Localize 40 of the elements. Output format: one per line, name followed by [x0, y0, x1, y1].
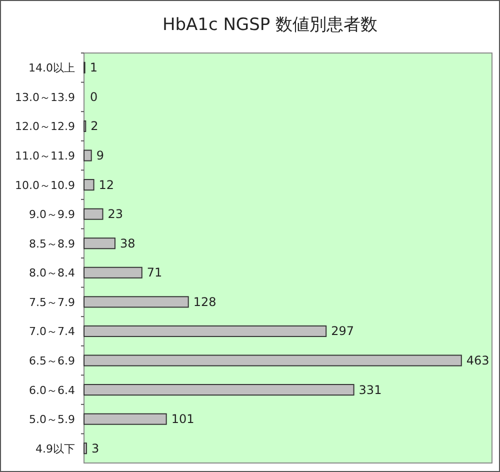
data-label: 297: [331, 324, 354, 338]
data-label: 128: [193, 294, 216, 309]
data-label: 9: [96, 148, 104, 162]
chart-title: HbA1c NGSP 数値別患者数: [162, 15, 378, 35]
y-tick-label: 11.0～11.9: [15, 150, 75, 162]
y-tick-label: 7.5～7.9: [29, 296, 75, 309]
bar: [84, 150, 92, 162]
y-tick-label: 5.0～5.9: [29, 413, 75, 426]
y-tick-label: 13.0～13.9: [15, 90, 75, 104]
y-tick-label: 12.0～12.9: [15, 120, 75, 134]
y-tick-label: 14.0以上: [28, 62, 75, 75]
y-tick-label: 4.9以下: [36, 442, 75, 456]
y-tick-label: 8.5～8.9: [29, 237, 75, 250]
y-tick-label: 6.0～6.4: [29, 384, 75, 397]
data-label: 101: [171, 412, 194, 426]
data-label: 463: [466, 354, 490, 368]
bar: [84, 442, 87, 454]
bar: [84, 238, 116, 250]
data-label: 71: [146, 266, 162, 280]
y-tick-label: 7.0～7.4: [29, 325, 75, 338]
bar: [84, 296, 189, 308]
bar: [84, 208, 104, 220]
y-tick-label: 9.0～9.9: [29, 208, 75, 222]
data-label: 38: [120, 236, 136, 250]
y-tick-label: 6.5～6.9: [29, 354, 75, 368]
data-label: 12: [98, 178, 114, 192]
bar: [84, 354, 462, 366]
data-label: 23: [108, 207, 124, 222]
bar: [84, 179, 94, 191]
data-label: 1: [90, 60, 98, 75]
y-tick-label: 10.0～10.9: [15, 178, 75, 192]
data-label: 3: [91, 441, 100, 456]
bar: [84, 384, 354, 396]
bar: [84, 266, 142, 278]
data-label: 331: [358, 382, 382, 397]
data-label: 0: [90, 90, 98, 104]
bar: [84, 325, 327, 337]
y-tick-label: 8.0～8.4: [29, 266, 75, 280]
bar: [84, 413, 167, 425]
data-label: 2: [90, 119, 98, 134]
